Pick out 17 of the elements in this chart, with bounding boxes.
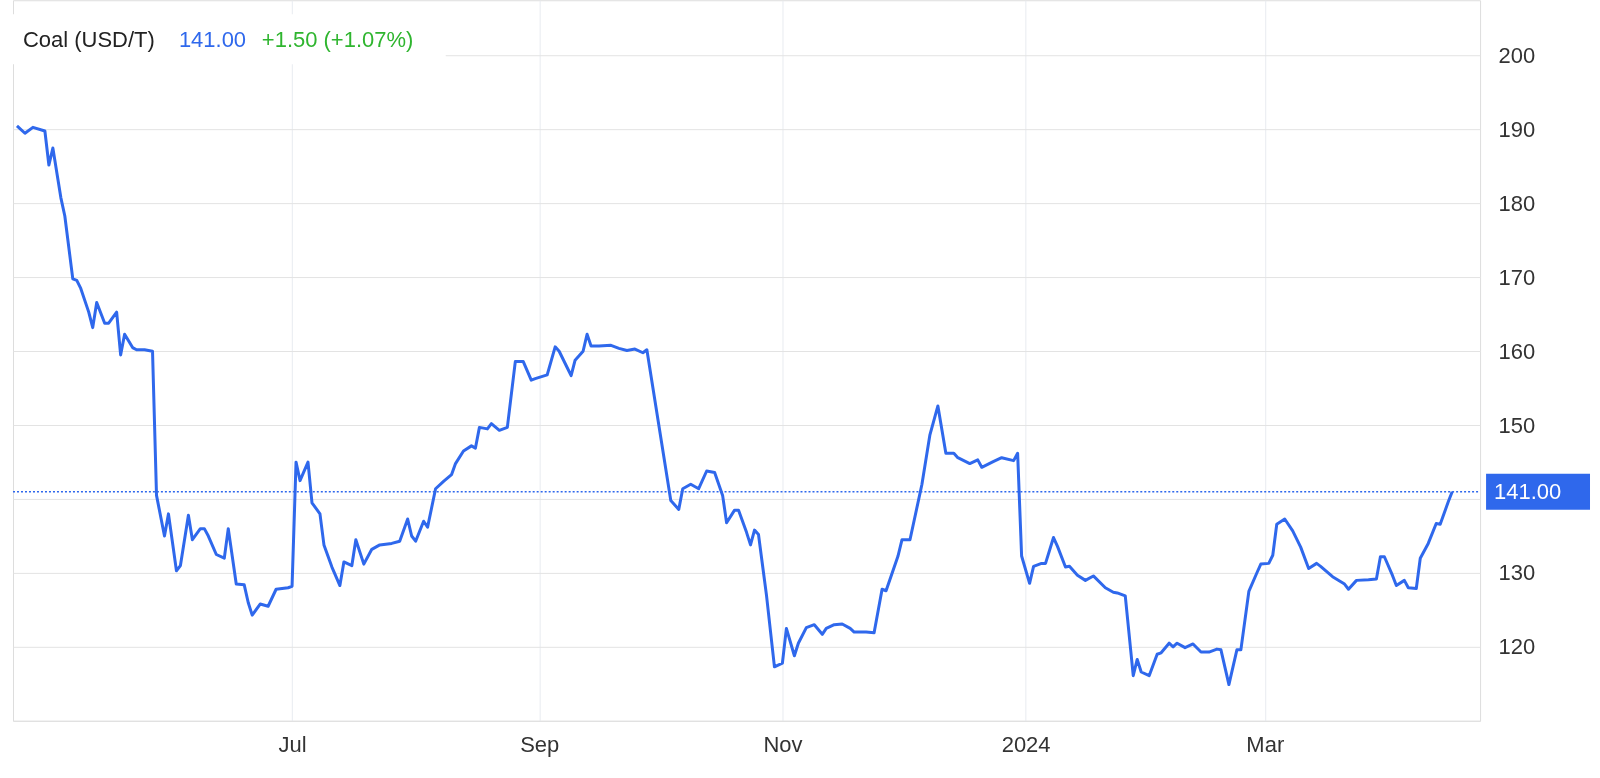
text: Coal (USD/T) [22,27,155,53]
y-tick-label: 150 [1498,412,1536,438]
x-tick-label: 2024 [1001,732,1051,758]
annotation: 141.00 [178,27,247,53]
y-tick-label: 200 [1498,43,1536,69]
x-tick-label: Mar [1246,732,1285,758]
annotation: +1.50 (+1.07%) [261,27,414,53]
y-tick-label: 180 [1498,190,1536,216]
x-tick-label: Nov [763,732,803,758]
x-tick-label: Sep [520,732,560,758]
y-tick-label: 170 [1498,264,1536,290]
x-tick-label: Jul [278,732,307,758]
y-tick-label: 120 [1498,634,1536,660]
y-tick-label: 130 [1498,560,1536,586]
y-tick-label: 160 [1498,338,1536,364]
ref-line-label: 141.00 [1494,478,1562,504]
y-tick-label: 190 [1498,117,1536,143]
